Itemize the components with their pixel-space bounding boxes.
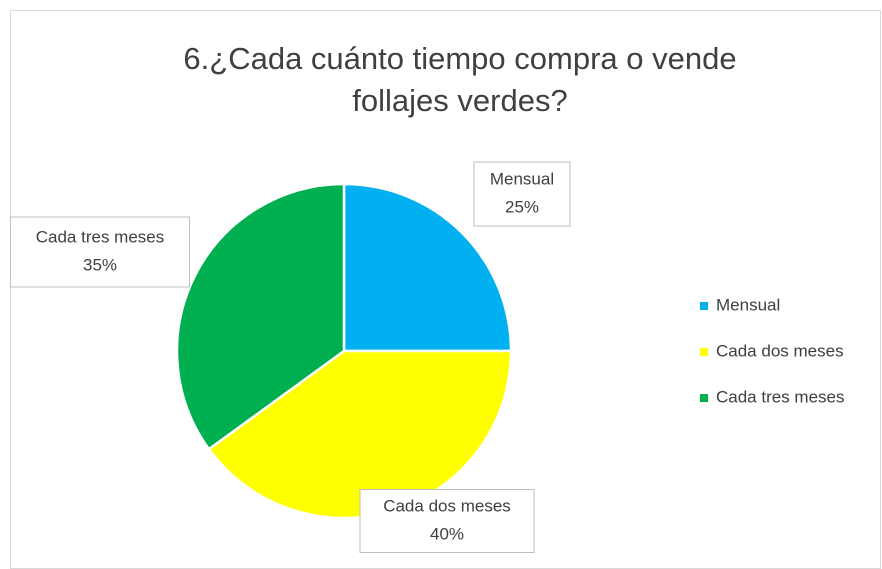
data-label-value: 40%	[430, 524, 464, 543]
legend-label: Mensual	[716, 295, 780, 314]
legend-label: Cada tres meses	[716, 387, 845, 406]
data-label-box	[10, 216, 190, 288]
data-label-value: 25%	[505, 197, 539, 216]
data-label-category: Mensual	[490, 169, 554, 188]
legend-marker	[700, 348, 708, 356]
data-label-category: Cada tres meses	[36, 227, 165, 246]
data-label-box	[359, 489, 535, 553]
chart-title: 6.¿Cada cuánto tiempo compra o vende fol…	[183, 41, 737, 118]
data-label-value: 35%	[83, 255, 117, 274]
data-label-category: Cada dos meses	[383, 496, 511, 515]
legend-marker	[700, 394, 708, 402]
pie-slice	[175, 182, 346, 451]
legend-marker	[700, 302, 708, 310]
pie-slice	[342, 182, 513, 353]
legend-label: Cada dos meses	[716, 341, 844, 360]
data-label-box	[473, 161, 571, 227]
